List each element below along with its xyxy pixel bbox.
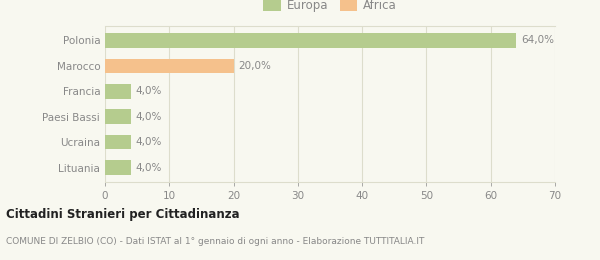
Text: 4,0%: 4,0% bbox=[136, 137, 162, 147]
Bar bbox=[105, 109, 131, 124]
Text: Cittadini Stranieri per Cittadinanza: Cittadini Stranieri per Cittadinanza bbox=[6, 208, 239, 221]
Bar bbox=[105, 135, 131, 150]
Bar bbox=[105, 58, 233, 73]
Bar bbox=[105, 33, 517, 48]
Bar bbox=[105, 84, 131, 99]
Bar bbox=[105, 160, 131, 175]
Text: 20,0%: 20,0% bbox=[239, 61, 272, 71]
Text: 4,0%: 4,0% bbox=[136, 112, 162, 122]
Text: 4,0%: 4,0% bbox=[136, 86, 162, 96]
Text: 4,0%: 4,0% bbox=[136, 162, 162, 173]
Text: 64,0%: 64,0% bbox=[521, 35, 554, 45]
Text: COMUNE DI ZELBIO (CO) - Dati ISTAT al 1° gennaio di ogni anno - Elaborazione TUT: COMUNE DI ZELBIO (CO) - Dati ISTAT al 1°… bbox=[6, 237, 424, 246]
Legend: Europa, Africa: Europa, Africa bbox=[258, 0, 402, 17]
